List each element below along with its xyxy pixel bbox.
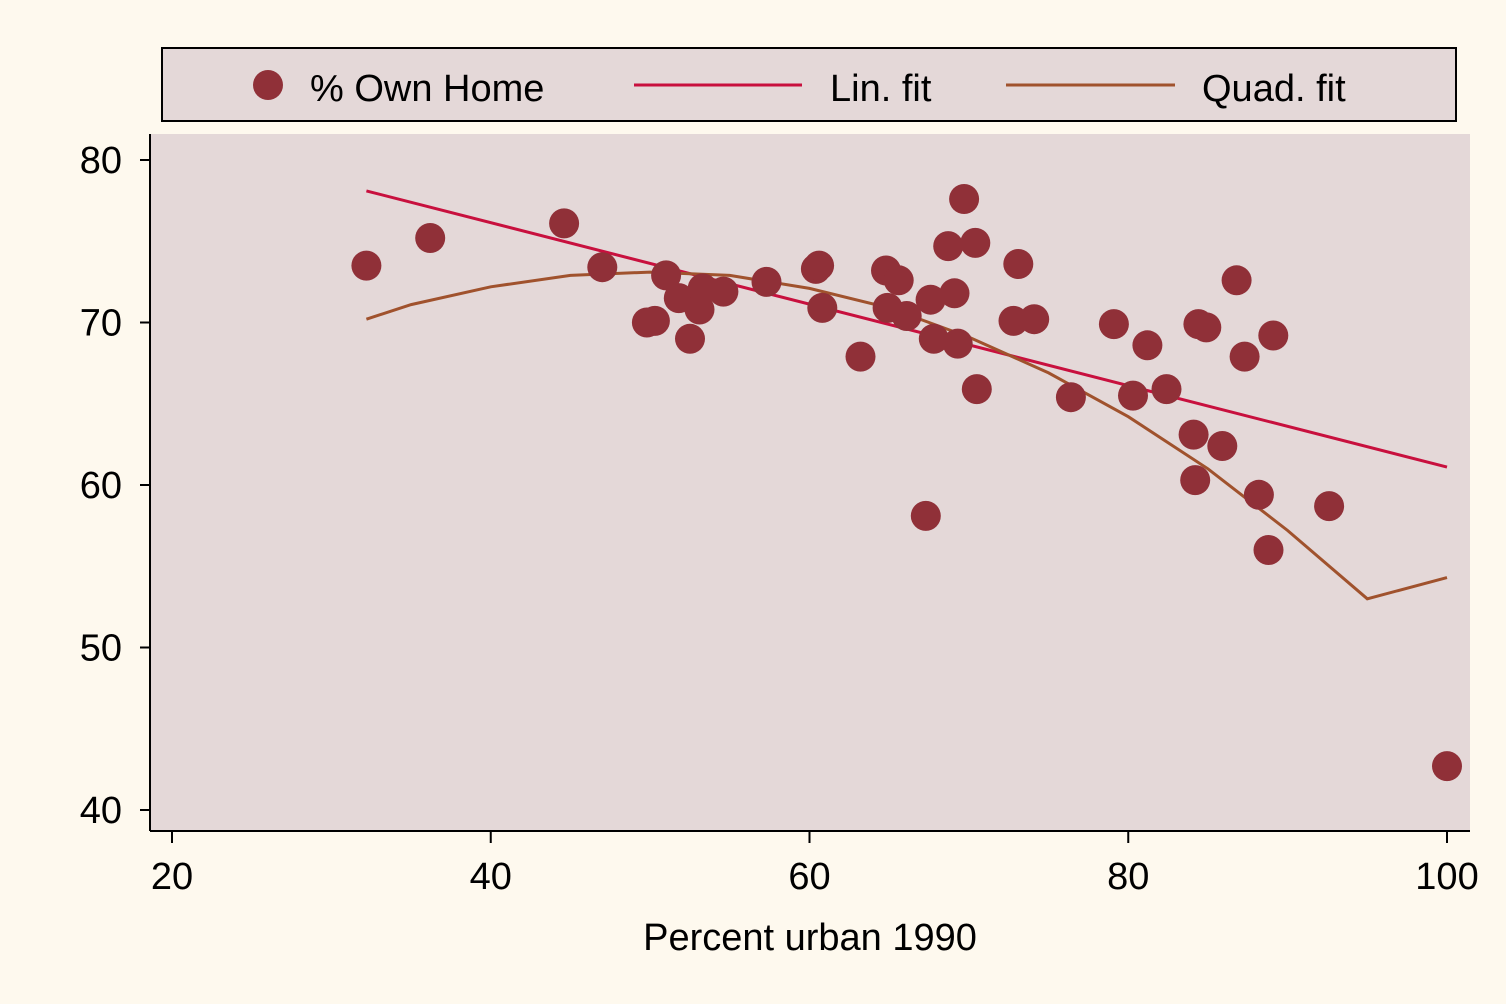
y-tick-label: 50 <box>80 628 122 670</box>
x-tick-label: 20 <box>151 856 193 898</box>
data-point <box>1178 419 1209 450</box>
data-point <box>1207 431 1238 461</box>
data-point <box>1055 382 1086 413</box>
legend-label-quad-fit: Quad. fit <box>1202 68 1346 110</box>
data-points <box>351 184 1462 782</box>
data-point <box>587 252 618 283</box>
data-point <box>415 223 446 253</box>
data-point <box>1132 330 1163 361</box>
data-point <box>807 292 838 323</box>
data-point <box>949 184 980 214</box>
data-point <box>933 231 964 262</box>
data-point <box>918 323 949 354</box>
data-point <box>891 301 922 331</box>
data-point <box>1151 374 1182 405</box>
x-tick-label: 80 <box>1107 856 1149 898</box>
data-point <box>804 250 835 281</box>
x-tick-label: 60 <box>788 856 830 898</box>
data-point <box>915 284 946 315</box>
y-tick-label: 70 <box>80 303 122 345</box>
data-point <box>351 250 382 281</box>
x-tick-label: 40 <box>470 856 512 898</box>
x-tick-label: 100 <box>1415 856 1478 898</box>
legend-label-lin-fit: Lin. fit <box>830 68 932 110</box>
data-point <box>708 276 739 307</box>
data-point <box>639 305 670 336</box>
y-tick-label: 80 <box>80 140 122 182</box>
data-point <box>910 500 941 531</box>
data-point <box>1253 535 1284 565</box>
data-point <box>845 341 876 372</box>
data-point <box>961 374 992 405</box>
x-axis-ticks: 20 40 60 80 100 <box>151 831 1479 898</box>
data-point <box>1314 491 1345 522</box>
data-point <box>751 266 782 297</box>
data-point <box>1003 249 1034 279</box>
data-point <box>1180 465 1211 496</box>
data-point <box>1258 320 1289 351</box>
legend-box <box>161 47 1457 122</box>
y-tick-label: 40 <box>80 790 122 832</box>
data-point <box>651 260 682 291</box>
data-point <box>942 328 973 359</box>
data-point <box>883 265 914 296</box>
data-point <box>549 208 580 239</box>
legend: % Own Home Lin. fit Quad. fit <box>161 47 1457 122</box>
data-point <box>675 323 705 354</box>
data-point <box>1098 309 1129 340</box>
data-point <box>1432 751 1462 782</box>
data-point <box>1019 304 1050 335</box>
data-point <box>1243 479 1274 510</box>
data-point <box>1191 312 1222 343</box>
y-axis-ticks: 40 50 60 70 80 <box>80 140 150 832</box>
plot-area <box>150 134 1470 831</box>
x-axis-title: Percent urban 1990 <box>643 917 977 959</box>
data-point <box>1229 341 1260 372</box>
data-point <box>1118 380 1148 411</box>
data-point <box>1221 265 1252 296</box>
data-point <box>960 227 991 258</box>
y-tick-label: 60 <box>80 465 122 507</box>
data-point <box>939 278 970 309</box>
legend-label-own-home: % Own Home <box>310 68 544 110</box>
legend-marker-own-home <box>253 70 283 100</box>
